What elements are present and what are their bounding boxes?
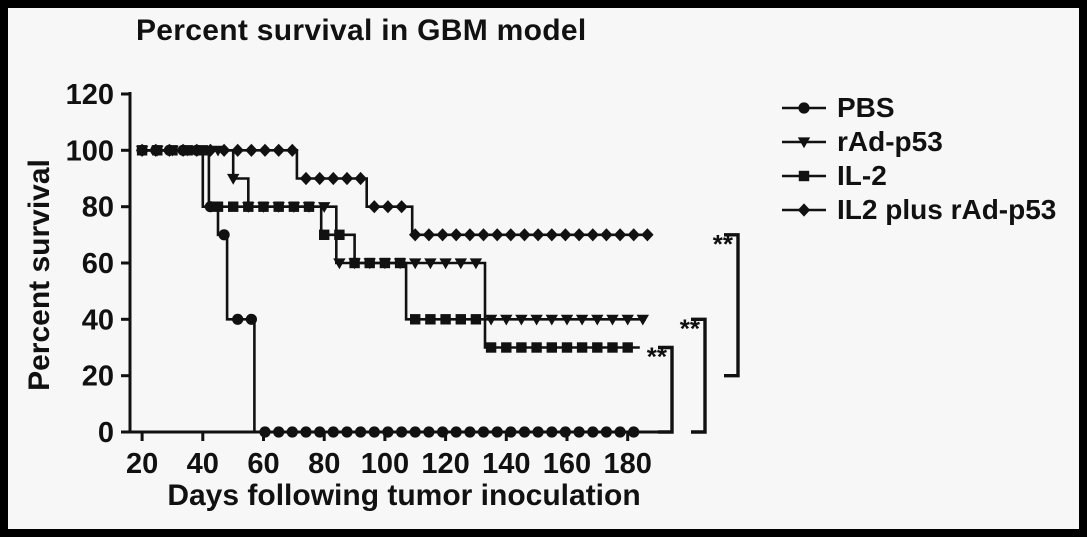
circle-marker-icon	[782, 102, 826, 114]
y-tick-label: 120	[66, 79, 114, 111]
x-tick-label: 60	[247, 448, 279, 480]
significance-brackets: ** ** **	[647, 229, 740, 434]
triangle-down-marker-icon	[782, 137, 826, 149]
y-tick-label: 0	[98, 417, 114, 449]
x-tick-label: 160	[543, 448, 591, 480]
x-tick-label: 80	[308, 448, 340, 480]
legend-item-pbs: PBS	[778, 92, 1056, 124]
y-tick-label: 40	[82, 304, 114, 336]
x-tick-label: 20	[126, 448, 158, 480]
square-marker-icon	[782, 170, 826, 182]
significance-bracket	[658, 345, 674, 434]
legend: PBS rAd-p53 IL-2 IL2 plus rAd-p53	[778, 92, 1056, 226]
y-tick-label: 60	[82, 248, 114, 280]
significance-label: **	[680, 313, 701, 343]
y-tick-label: 100	[66, 135, 114, 167]
axes: 0 20 40 60 80 100 120 20 40 60 80 100 120 140 160 180	[66, 79, 658, 480]
legend-label: rAd-p53	[837, 126, 943, 157]
legend-label: IL-2	[837, 160, 887, 191]
chart-title: Percent survival in GBM model	[136, 14, 587, 47]
significance-bracket	[691, 317, 707, 434]
x-tick-label: 100	[361, 448, 409, 480]
legend-label: PBS	[837, 92, 895, 123]
significance-label: **	[713, 229, 734, 259]
x-tick-label: 120	[421, 448, 469, 480]
y-tick-label: 80	[82, 192, 114, 224]
significance-label: **	[647, 342, 668, 372]
series-il2-plus-rad-p53	[135, 143, 654, 242]
legend-item-il-2: IL-2	[778, 160, 1056, 192]
x-tick-label: 140	[482, 448, 530, 480]
x-axis-label: Days following tumor inoculation	[167, 479, 641, 512]
series-il-2	[136, 145, 640, 353]
x-tick-label: 180	[604, 448, 652, 480]
series-pbs	[136, 144, 640, 438]
legend-item-il2-plus-rad-p53: IL2 plus rAd-p53	[778, 194, 1056, 226]
diamond-marker-icon	[782, 203, 826, 217]
legend-label: IL2 plus rAd-p53	[837, 194, 1057, 225]
y-tick-label: 20	[82, 361, 114, 393]
x-tick-label: 40	[187, 448, 219, 480]
significance-bracket	[724, 233, 740, 378]
survival-chart: 0 20 40 60 80 100 120 20 40 60 80 100 120 140 160 180 **…	[66, 79, 740, 480]
legend-item-rad-p53: rAd-p53	[778, 126, 1056, 158]
